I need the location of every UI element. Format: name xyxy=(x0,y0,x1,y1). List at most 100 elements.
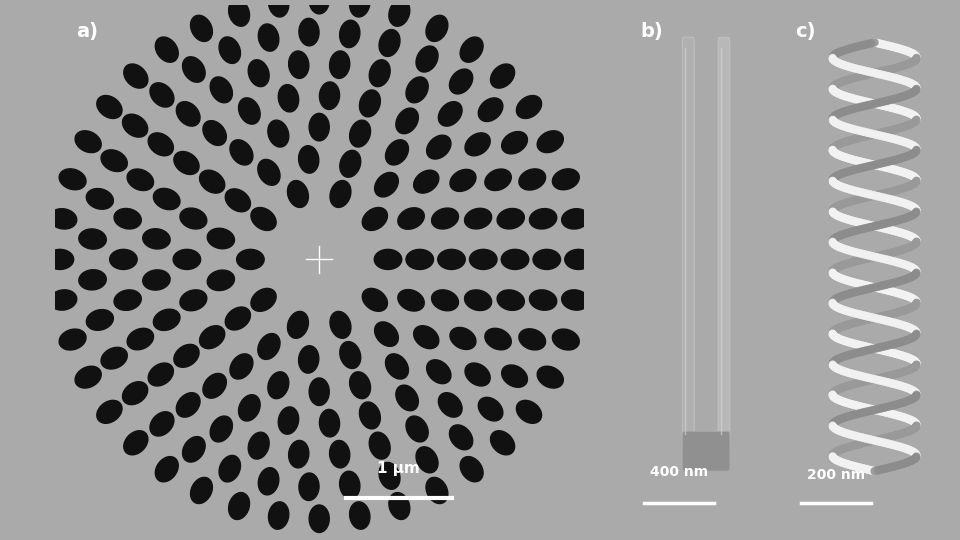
Ellipse shape xyxy=(370,432,390,459)
Ellipse shape xyxy=(359,90,380,117)
Ellipse shape xyxy=(60,329,86,350)
Ellipse shape xyxy=(150,412,174,436)
Ellipse shape xyxy=(287,312,308,338)
Ellipse shape xyxy=(114,208,141,229)
Ellipse shape xyxy=(469,249,497,269)
Ellipse shape xyxy=(379,462,400,489)
Ellipse shape xyxy=(340,342,361,368)
Ellipse shape xyxy=(127,328,154,350)
Ellipse shape xyxy=(148,363,174,386)
Ellipse shape xyxy=(309,378,329,406)
Ellipse shape xyxy=(386,140,408,165)
FancyBboxPatch shape xyxy=(683,431,730,471)
Ellipse shape xyxy=(174,345,199,367)
Ellipse shape xyxy=(329,441,349,468)
Ellipse shape xyxy=(278,407,299,434)
Ellipse shape xyxy=(180,208,206,229)
Ellipse shape xyxy=(207,270,234,291)
Ellipse shape xyxy=(75,131,101,153)
Ellipse shape xyxy=(465,363,491,386)
Ellipse shape xyxy=(237,249,264,269)
FancyBboxPatch shape xyxy=(683,37,694,450)
Ellipse shape xyxy=(251,207,276,231)
Ellipse shape xyxy=(552,169,579,190)
Ellipse shape xyxy=(49,208,77,229)
Ellipse shape xyxy=(329,51,349,78)
Ellipse shape xyxy=(460,457,483,482)
Ellipse shape xyxy=(226,189,251,212)
Ellipse shape xyxy=(238,395,260,421)
Ellipse shape xyxy=(374,322,398,346)
Ellipse shape xyxy=(101,347,128,369)
Ellipse shape xyxy=(114,290,141,310)
Ellipse shape xyxy=(450,327,476,349)
Ellipse shape xyxy=(269,0,289,17)
Ellipse shape xyxy=(156,37,179,62)
Ellipse shape xyxy=(124,431,148,455)
Ellipse shape xyxy=(362,288,388,312)
Ellipse shape xyxy=(249,60,269,86)
Ellipse shape xyxy=(289,441,309,468)
Ellipse shape xyxy=(278,85,299,112)
Ellipse shape xyxy=(190,477,212,503)
Ellipse shape xyxy=(349,0,370,17)
Ellipse shape xyxy=(143,270,170,290)
Ellipse shape xyxy=(502,365,527,387)
Ellipse shape xyxy=(370,60,390,86)
Ellipse shape xyxy=(432,290,459,310)
Ellipse shape xyxy=(414,170,439,193)
Ellipse shape xyxy=(416,447,438,473)
Ellipse shape xyxy=(207,228,234,249)
Text: 400 nm: 400 nm xyxy=(650,465,708,479)
Ellipse shape xyxy=(219,455,240,482)
Ellipse shape xyxy=(465,290,492,310)
Ellipse shape xyxy=(519,329,545,350)
Ellipse shape xyxy=(309,113,329,141)
Ellipse shape xyxy=(258,334,280,360)
Ellipse shape xyxy=(148,133,174,156)
Ellipse shape xyxy=(109,249,137,269)
Ellipse shape xyxy=(379,30,400,57)
Text: 1 μm: 1 μm xyxy=(377,461,420,476)
Ellipse shape xyxy=(86,309,113,330)
Ellipse shape xyxy=(123,382,148,404)
Ellipse shape xyxy=(143,229,170,249)
Ellipse shape xyxy=(397,289,424,311)
Ellipse shape xyxy=(374,172,398,197)
Ellipse shape xyxy=(396,385,419,411)
Ellipse shape xyxy=(485,169,512,191)
Ellipse shape xyxy=(173,249,201,269)
Ellipse shape xyxy=(249,432,269,459)
Ellipse shape xyxy=(124,64,148,88)
Text: c): c) xyxy=(796,22,816,41)
Ellipse shape xyxy=(562,290,589,310)
Ellipse shape xyxy=(362,207,388,231)
Ellipse shape xyxy=(289,51,309,78)
Ellipse shape xyxy=(538,131,564,153)
Ellipse shape xyxy=(406,249,434,269)
Ellipse shape xyxy=(49,290,77,310)
Ellipse shape xyxy=(562,208,589,229)
Ellipse shape xyxy=(97,400,122,423)
Ellipse shape xyxy=(340,20,360,48)
Ellipse shape xyxy=(174,152,199,174)
Ellipse shape xyxy=(258,159,280,185)
Ellipse shape xyxy=(485,328,512,350)
Ellipse shape xyxy=(251,288,276,312)
Ellipse shape xyxy=(269,502,289,529)
Ellipse shape xyxy=(501,249,529,269)
Ellipse shape xyxy=(465,133,491,156)
Ellipse shape xyxy=(268,120,289,147)
Text: b): b) xyxy=(640,22,663,41)
Ellipse shape xyxy=(177,102,200,126)
Ellipse shape xyxy=(156,457,179,482)
Ellipse shape xyxy=(200,170,225,193)
Ellipse shape xyxy=(432,208,459,229)
Ellipse shape xyxy=(60,169,86,190)
Ellipse shape xyxy=(203,374,227,398)
Ellipse shape xyxy=(439,393,462,417)
Ellipse shape xyxy=(497,208,524,229)
Ellipse shape xyxy=(320,409,340,437)
Ellipse shape xyxy=(258,24,278,51)
Ellipse shape xyxy=(438,249,466,269)
